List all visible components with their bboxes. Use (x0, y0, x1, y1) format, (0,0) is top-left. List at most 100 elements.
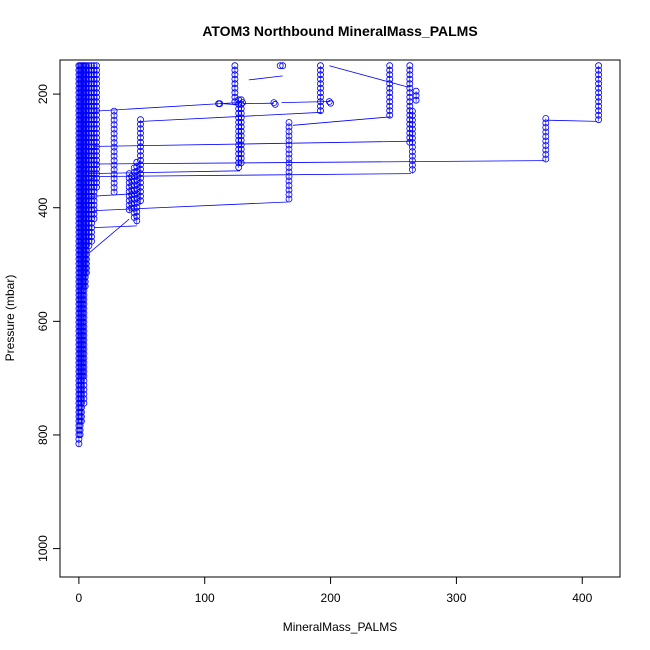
data-point-col4-75 (80, 399, 88, 407)
data-point-col15-9 (133, 199, 141, 207)
data-point-col4-74 (80, 395, 88, 403)
data-point-col22-6 (386, 89, 394, 97)
data-point-col16-8 (137, 152, 144, 160)
data-point-col4-58 (80, 323, 88, 331)
data-point-col25-0 (412, 87, 420, 95)
connecting-line-7 (93, 201, 288, 211)
data-point-col26-1 (542, 119, 550, 127)
data-point-col22-9 (386, 102, 394, 110)
data-point-col22-11 (386, 111, 394, 119)
data-point-col27-7 (595, 93, 602, 101)
data-point-col10-24 (93, 170, 100, 178)
chart-title: ATOM3 Northbound MineralMass_PALMS (202, 23, 477, 39)
data-point-col19-1 (237, 100, 245, 108)
data-point-col19-8 (237, 132, 245, 140)
data-point-col11-6 (110, 134, 118, 142)
data-point-col24-9 (408, 148, 416, 156)
data-point-col6-43 (83, 255, 90, 263)
data-point-col4-50 (80, 287, 88, 295)
data-point-col10-25 (93, 174, 100, 182)
data-point-col16-14 (137, 179, 144, 187)
data-point-col25-2 (412, 96, 420, 104)
data-point-col2-77 (78, 408, 85, 416)
data-point-col10-26 (93, 179, 100, 187)
data-point-col10-23 (93, 165, 100, 173)
data-point-col20-0 (285, 119, 293, 126)
data-point-col16-15 (137, 183, 144, 191)
data-point-col27-11 (595, 111, 602, 119)
data-point-col24-11 (408, 157, 416, 165)
data-point-col19-6 (237, 123, 245, 131)
data-point-col11-11 (110, 157, 118, 165)
connecting-line-11 (242, 102, 274, 105)
data-point-col11-0 (110, 107, 118, 115)
data-point-col15-0 (133, 158, 141, 166)
data-point-col10-20 (93, 152, 100, 160)
data-point-col21-1 (317, 66, 324, 74)
data-point-col15-11 (133, 208, 141, 216)
data-point-col16-2 (137, 125, 144, 133)
data-point-col23-8 (406, 98, 414, 106)
connecting-line-9 (88, 218, 130, 254)
data-point-col11-8 (110, 143, 118, 151)
data-point-col11-16 (110, 179, 118, 187)
data-point-col4-67 (80, 363, 88, 371)
data-point-col0-83 (75, 435, 83, 443)
data-point-col4-56 (80, 314, 88, 322)
data-point-col11-12 (110, 161, 118, 169)
data-point-col10-13 (93, 120, 100, 128)
data-point-col19-12 (237, 150, 245, 158)
data-point-col16-5 (137, 138, 144, 146)
data-point-col11-17 (110, 184, 118, 192)
data-point-col6-45 (83, 264, 90, 272)
data-point-col20-17 (285, 195, 293, 203)
data-point-col15-3 (133, 172, 141, 180)
data-point-col16-7 (137, 147, 144, 155)
data-point-col16-6 (137, 143, 144, 151)
data-point-col10-16 (93, 134, 100, 142)
data-point-col11-13 (110, 166, 118, 174)
data-point-col10-15 (93, 129, 100, 137)
data-point-col4-71 (80, 381, 88, 389)
data-point-col23-5 (406, 84, 414, 92)
y-tick-label-2: 600 (36, 311, 50, 331)
x-tick-label-4: 400 (572, 591, 592, 605)
data-point-col10-17 (93, 138, 100, 146)
data-point-col21-2 (317, 71, 324, 79)
data-point-col15-6 (133, 185, 141, 193)
data-point-isolated-6 (279, 62, 287, 70)
data-point-col23-6 (406, 89, 414, 97)
data-point-col20-15 (285, 186, 293, 194)
data-point-col4-65 (80, 354, 88, 362)
data-point-col26-7 (542, 146, 550, 154)
data-point-col11-14 (110, 170, 118, 178)
data-point-col17-4 (231, 80, 239, 88)
data-point-col24-2 (408, 116, 416, 124)
data-point-col4-54 (80, 305, 88, 313)
data-point-col15-12 (133, 212, 141, 220)
data-point-col16-9 (137, 156, 144, 164)
data-point-col26-6 (542, 142, 550, 149)
data-point-col2-79 (78, 417, 85, 425)
data-point-col27-4 (595, 80, 602, 88)
data-point-col4-61 (80, 336, 88, 344)
x-axis-label: MineralMass_PALMS (283, 620, 397, 634)
connecting-line-13 (281, 101, 331, 103)
data-point-col20-6 (285, 146, 293, 153)
data-point-col16-16 (137, 188, 144, 196)
data-point-col10-3 (93, 75, 100, 83)
data-point-col16-11 (137, 165, 144, 173)
data-point-col8-37 (88, 228, 95, 236)
x-axis: 0 100 200 300 400 (76, 576, 593, 605)
data-point-col20-5 (285, 141, 293, 149)
data-point-col11-18 (110, 188, 118, 196)
y-tick-label-0: 200 (36, 84, 50, 104)
data-point-col4-51 (80, 291, 88, 299)
data-point-col20-1 (285, 123, 293, 131)
data-point-col15-13 (133, 217, 141, 225)
data-point-col20-3 (285, 132, 293, 140)
data-point-col20-8 (285, 155, 293, 162)
data-point-col19-13 (237, 154, 245, 162)
connecting-line-12 (248, 75, 283, 81)
data-point-col15-2 (133, 167, 141, 175)
